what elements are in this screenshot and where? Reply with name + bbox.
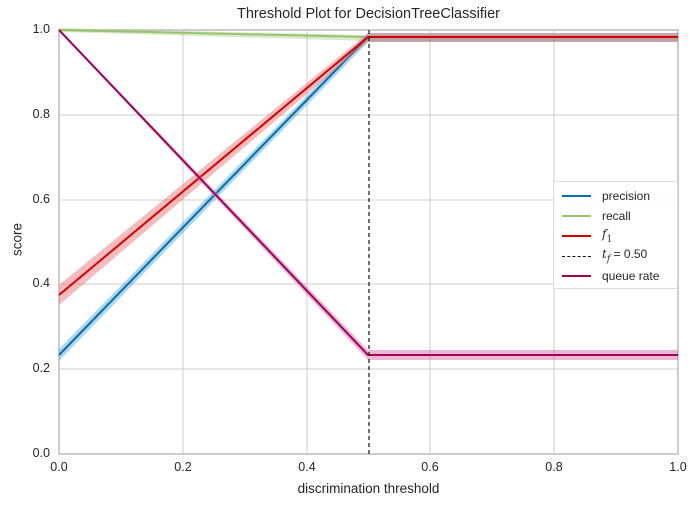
f1-swatch bbox=[562, 235, 591, 237]
legend-label: f1 bbox=[602, 227, 613, 245]
x-tick: 0.0 bbox=[50, 460, 68, 474]
legend: precision recall f1 tf = 0.50 queue rate bbox=[553, 181, 678, 289]
chart-title: Threshold Plot for DecisionTreeClassifie… bbox=[237, 6, 500, 22]
recall-swatch bbox=[562, 215, 591, 217]
queue-rate-series bbox=[58, 29, 678, 360]
legend-item-f1: f1 bbox=[562, 227, 612, 245]
legend-label: tf = 0.50 bbox=[602, 247, 648, 265]
precision-swatch bbox=[562, 195, 591, 197]
legend-label: recall bbox=[602, 209, 631, 223]
y-tick: 0.6 bbox=[32, 192, 50, 206]
legend-item-recall: recall bbox=[562, 207, 631, 225]
queue-rate-swatch bbox=[562, 275, 591, 277]
y-tick: 1.0 bbox=[32, 22, 50, 36]
f1-series bbox=[58, 33, 678, 305]
threshold-swatch bbox=[562, 255, 591, 257]
x-tick: 0.8 bbox=[545, 460, 563, 474]
x-tick: 1.0 bbox=[669, 460, 687, 474]
y-axis-label: score bbox=[9, 223, 25, 257]
legend-label: precision bbox=[602, 189, 651, 203]
legend-item-threshold: tf = 0.50 bbox=[562, 247, 647, 265]
x-tick: 0.6 bbox=[421, 460, 439, 474]
x-tick: 0.2 bbox=[174, 460, 192, 474]
legend-label: queue rate bbox=[602, 269, 660, 283]
x-axis-label: discrimination threshold bbox=[297, 481, 440, 496]
legend-item-precision: precision bbox=[562, 187, 650, 205]
legend-item-queue-rate: queue rate bbox=[562, 267, 659, 285]
x-tick: 0.4 bbox=[298, 460, 316, 474]
y-tick: 0.8 bbox=[32, 107, 50, 121]
y-tick: 0.0 bbox=[32, 446, 50, 460]
y-tick: 0.4 bbox=[32, 276, 50, 290]
y-tick: 0.2 bbox=[32, 361, 50, 375]
